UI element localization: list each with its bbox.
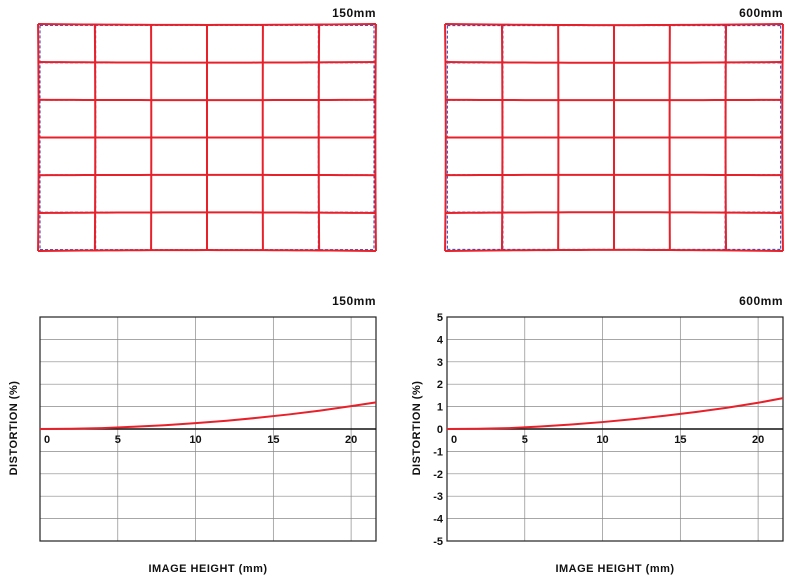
y-tick-label: 3 [437, 357, 443, 369]
distorted-grid-line [445, 211, 783, 214]
x-tick-label: 10 [596, 434, 608, 446]
y-tick-label: 4 [437, 334, 444, 346]
y-axis-label: DISTORTION (%) [8, 381, 20, 476]
distortion-series-line [446, 397, 784, 430]
x-axis-label: IMAGE HEIGHT (mm) [555, 563, 674, 575]
grid-focal-label: 600mm [739, 6, 783, 20]
y-tick-label: -4 [433, 514, 444, 526]
distorted-grid-line [38, 23, 376, 26]
x-tick-label: 5 [115, 434, 121, 446]
distorted-grid-line [38, 211, 376, 214]
distortion-chart-600mm: 600mm IMAGE HEIGHT (mm) DISTORTION (%) 0… [411, 294, 784, 575]
distorted-grid-line [37, 24, 40, 251]
distortion-grid-panel-600mm: 600mm [444, 6, 784, 252]
distorted-grid-line [445, 248, 783, 252]
y-tick-label: 0 [437, 424, 443, 436]
x-tick-label: 10 [189, 434, 201, 446]
distortion-chart-150mm: 150mm IMAGE HEIGHT (mm) DISTORTION (%) 0… [8, 294, 377, 575]
chart-title: 150mm [332, 294, 376, 308]
distorted-grid-line [38, 61, 376, 64]
chart-title: 600mm [739, 294, 783, 308]
x-tick-label: 0 [451, 434, 457, 446]
x-tick-label: 20 [345, 434, 357, 446]
x-tick-label: 5 [522, 434, 528, 446]
x-tick-label: 15 [267, 434, 279, 446]
x-tick-label: 15 [674, 434, 686, 446]
y-tick-label: 2 [437, 379, 443, 391]
distortion-grid-panel-150mm: 150mm [37, 6, 377, 252]
distorted-grid-line [445, 61, 783, 64]
x-tick-label: 0 [44, 434, 50, 446]
distorted-grid-line [374, 24, 377, 251]
grid-focal-label: 150mm [332, 6, 376, 20]
y-tick-label: 1 [437, 402, 443, 414]
y-axis-label: DISTORTION (%) [411, 381, 423, 476]
y-tick-label: -2 [433, 469, 443, 481]
distorted-grid-line [445, 23, 783, 27]
y-tick-label: -1 [433, 446, 443, 458]
distorted-grid-line [781, 24, 784, 251]
distortion-series-line [39, 401, 377, 430]
x-axis-label: IMAGE HEIGHT (mm) [148, 563, 267, 575]
distorted-grid-line [38, 249, 376, 252]
x-tick-label: 20 [752, 434, 764, 446]
y-tick-label: -3 [433, 491, 443, 503]
y-tick-label: -5 [433, 536, 443, 548]
distorted-grid-line [444, 24, 447, 251]
y-tick-label: 5 [437, 312, 443, 324]
